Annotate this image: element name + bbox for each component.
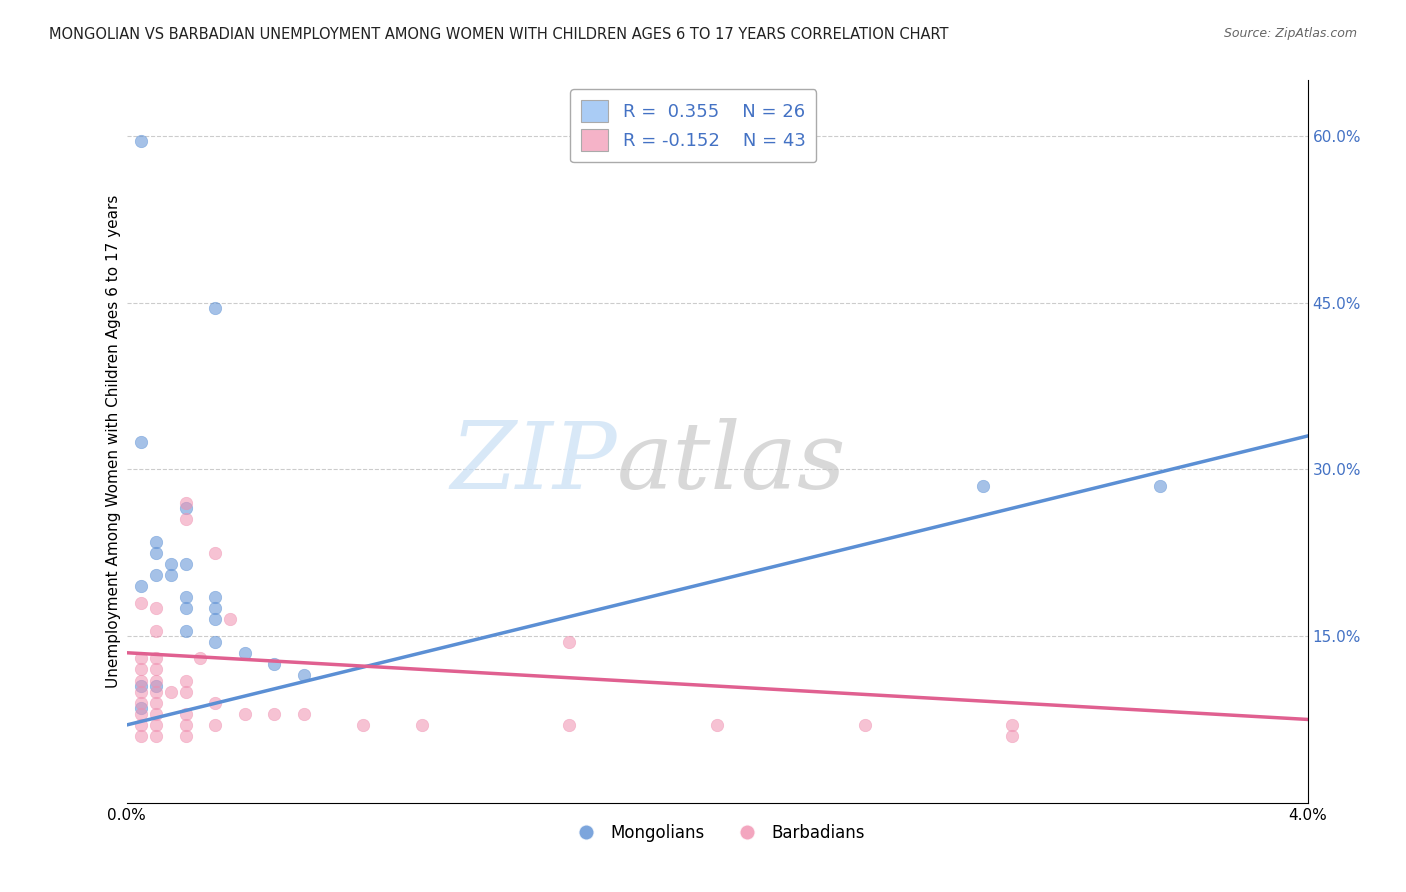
Point bbox=[1001, 729, 1024, 743]
Point bbox=[145, 706, 167, 721]
Point bbox=[233, 646, 256, 660]
Point bbox=[129, 673, 153, 688]
Point bbox=[145, 718, 167, 732]
Point bbox=[129, 679, 153, 693]
Point bbox=[558, 634, 581, 648]
Point bbox=[174, 590, 197, 604]
Point bbox=[129, 718, 153, 732]
Point bbox=[204, 718, 226, 732]
Point bbox=[263, 706, 285, 721]
Point bbox=[263, 657, 285, 671]
Point bbox=[174, 684, 197, 698]
Point bbox=[204, 612, 226, 626]
Point bbox=[174, 557, 197, 571]
Point bbox=[145, 534, 167, 549]
Point bbox=[204, 546, 226, 560]
Point bbox=[233, 706, 256, 721]
Point bbox=[204, 301, 226, 315]
Point bbox=[411, 718, 433, 732]
Point bbox=[174, 718, 197, 732]
Point bbox=[853, 718, 876, 732]
Y-axis label: Unemployment Among Women with Children Ages 6 to 17 years: Unemployment Among Women with Children A… bbox=[105, 194, 121, 689]
Point bbox=[219, 612, 242, 626]
Point bbox=[145, 729, 167, 743]
Point bbox=[145, 684, 167, 698]
Point bbox=[174, 624, 197, 638]
Point bbox=[1149, 479, 1171, 493]
Point bbox=[174, 496, 197, 510]
Point bbox=[204, 601, 226, 615]
Point bbox=[1001, 718, 1024, 732]
Point bbox=[145, 673, 167, 688]
Point bbox=[174, 706, 197, 721]
Point bbox=[174, 501, 197, 516]
Point bbox=[204, 696, 226, 710]
Point bbox=[160, 557, 183, 571]
Point bbox=[129, 706, 153, 721]
Point bbox=[129, 684, 153, 698]
Point bbox=[160, 568, 183, 582]
Point bbox=[129, 729, 153, 743]
Point bbox=[352, 718, 374, 732]
Point bbox=[129, 696, 153, 710]
Point bbox=[174, 601, 197, 615]
Point bbox=[204, 634, 226, 648]
Point bbox=[129, 579, 153, 593]
Point bbox=[145, 679, 167, 693]
Point bbox=[174, 729, 197, 743]
Point bbox=[558, 718, 581, 732]
Point bbox=[145, 601, 167, 615]
Point bbox=[145, 696, 167, 710]
Text: atlas: atlas bbox=[617, 418, 846, 508]
Text: ZIP: ZIP bbox=[450, 418, 617, 508]
Point bbox=[145, 546, 167, 560]
Point bbox=[706, 718, 728, 732]
Point bbox=[972, 479, 994, 493]
Legend: Mongolians, Barbadians: Mongolians, Barbadians bbox=[562, 817, 872, 848]
Point bbox=[292, 706, 315, 721]
Point bbox=[145, 651, 167, 665]
Point bbox=[129, 662, 153, 676]
Point bbox=[160, 684, 183, 698]
Point bbox=[174, 673, 197, 688]
Point bbox=[145, 568, 167, 582]
Point bbox=[292, 668, 315, 682]
Text: Source: ZipAtlas.com: Source: ZipAtlas.com bbox=[1223, 27, 1357, 40]
Point bbox=[129, 135, 153, 149]
Point bbox=[145, 624, 167, 638]
Point bbox=[129, 701, 153, 715]
Point bbox=[174, 512, 197, 526]
Point bbox=[145, 662, 167, 676]
Point bbox=[129, 651, 153, 665]
Point bbox=[188, 651, 212, 665]
Point bbox=[204, 590, 226, 604]
Text: MONGOLIAN VS BARBADIAN UNEMPLOYMENT AMONG WOMEN WITH CHILDREN AGES 6 TO 17 YEARS: MONGOLIAN VS BARBADIAN UNEMPLOYMENT AMON… bbox=[49, 27, 949, 42]
Point bbox=[129, 596, 153, 610]
Point bbox=[129, 434, 153, 449]
